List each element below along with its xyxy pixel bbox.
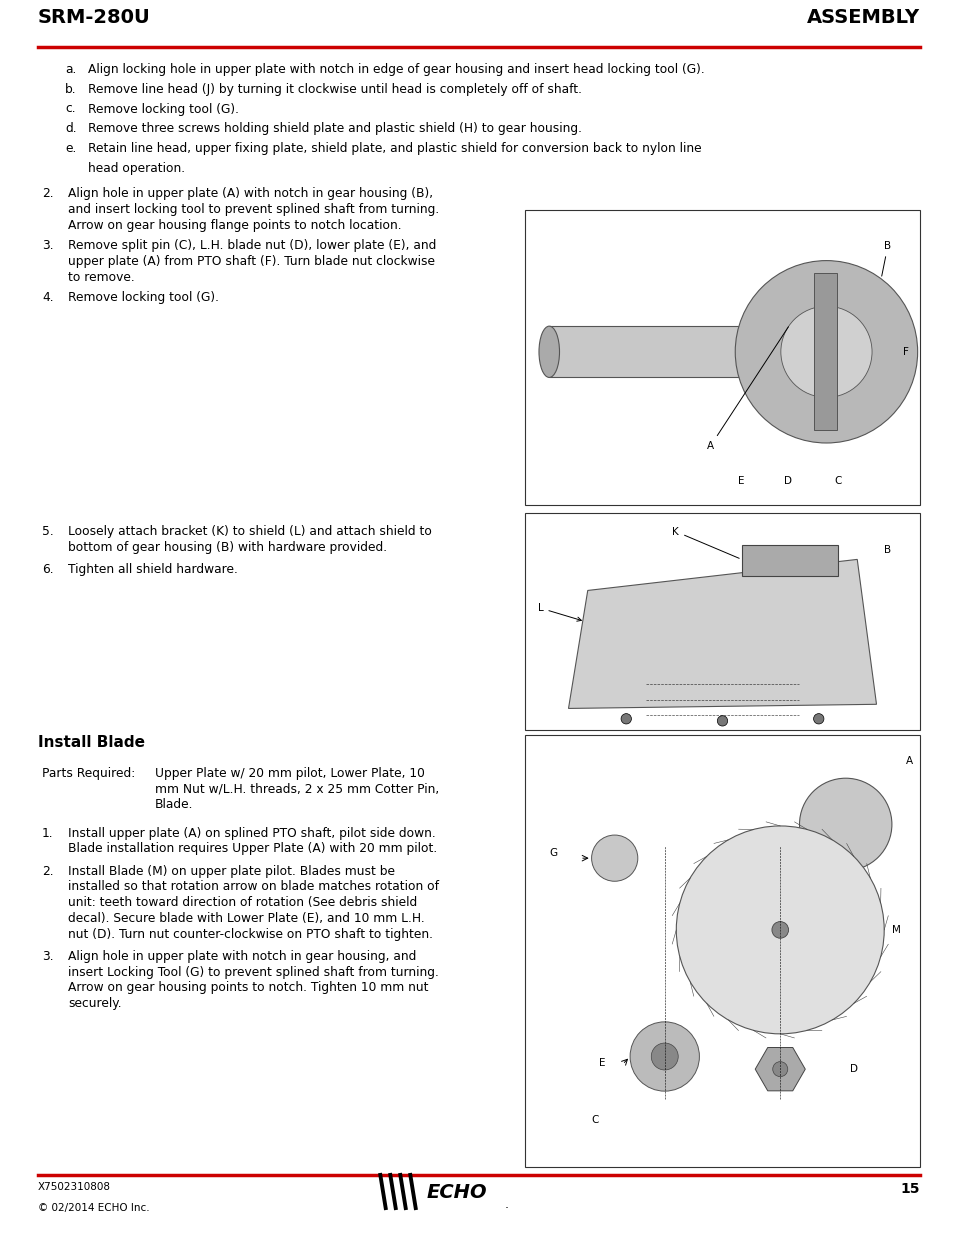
Text: insert Locking Tool (G) to prevent splined shaft from turning.: insert Locking Tool (G) to prevent splin…	[68, 966, 438, 978]
Text: and insert locking tool to prevent splined shaft from turning.: and insert locking tool to prevent splin…	[68, 203, 438, 216]
Bar	[524, 735, 919, 1167]
Text: mm Nut w/L.H. threads, 2 x 25 mm Cotter Pin,: mm Nut w/L.H. threads, 2 x 25 mm Cotter …	[154, 783, 438, 795]
Text: d.: d.	[65, 122, 76, 136]
Text: unit: teeth toward direction of rotation (See debris shield: unit: teeth toward direction of rotation…	[68, 897, 416, 909]
Text: Remove line head (J) by turning it clockwise until head is completely off of sha: Remove line head (J) by turning it clock…	[88, 83, 581, 96]
Text: ECHO: ECHO	[427, 1182, 487, 1202]
Text: X7502310808: X7502310808	[38, 1182, 111, 1192]
Text: E: E	[737, 475, 743, 485]
Text: .: .	[504, 1198, 509, 1212]
Bar	[524, 513, 919, 730]
Text: Remove split pin (C), L.H. blade nut (D), lower plate (E), and: Remove split pin (C), L.H. blade nut (D)…	[68, 240, 436, 252]
Circle shape	[781, 306, 871, 398]
Text: Install Blade (M) on upper plate pilot. Blades must be: Install Blade (M) on upper plate pilot. …	[68, 864, 395, 878]
Text: 3.: 3.	[42, 240, 53, 252]
Text: E: E	[598, 1058, 605, 1068]
Text: © 02/2014 ECHO Inc.: © 02/2014 ECHO Inc.	[38, 1203, 150, 1213]
Bar	[741, 545, 837, 576]
Polygon shape	[755, 1047, 804, 1091]
Text: bottom of gear housing (B) with hardware provided.: bottom of gear housing (B) with hardware…	[68, 541, 387, 553]
Text: Install upper plate (A) on splined PTO shaft, pilot side down.: Install upper plate (A) on splined PTO s…	[68, 826, 436, 840]
Text: Align hole in upper plate (A) with notch in gear housing (B),: Align hole in upper plate (A) with notch…	[68, 186, 433, 200]
Text: Install Blade: Install Blade	[38, 735, 145, 750]
Polygon shape	[568, 559, 876, 709]
Text: B: B	[883, 545, 890, 555]
Text: G: G	[549, 848, 557, 858]
Text: D: D	[783, 475, 791, 485]
Text: head operation.: head operation.	[88, 162, 185, 174]
Text: F: F	[902, 347, 908, 357]
Text: Align hole in upper plate with notch in gear housing, and: Align hole in upper plate with notch in …	[68, 950, 416, 963]
Text: Arrow on gear housing flange points to notch location.: Arrow on gear housing flange points to n…	[68, 219, 401, 232]
Text: Remove three screws holding shield plate and plastic shield (H) to gear housing.: Remove three screws holding shield plate…	[88, 122, 581, 136]
Text: B: B	[881, 241, 890, 277]
Text: installed so that rotation arrow on blade matches rotation of: installed so that rotation arrow on blad…	[68, 881, 438, 893]
Circle shape	[815, 341, 837, 363]
Text: c.: c.	[65, 103, 75, 116]
Text: C: C	[591, 1115, 598, 1125]
Text: ASSEMBLY: ASSEMBLY	[806, 7, 919, 27]
Text: 5.: 5.	[42, 525, 53, 538]
Text: Align locking hole in upper plate with notch in edge of gear housing and insert : Align locking hole in upper plate with n…	[88, 63, 704, 77]
Text: 4.: 4.	[42, 291, 53, 304]
Text: Remove locking tool (G).: Remove locking tool (G).	[68, 291, 219, 304]
Circle shape	[620, 714, 631, 724]
Text: SRM-280U: SRM-280U	[38, 7, 151, 27]
Text: Parts Required:: Parts Required:	[42, 767, 135, 779]
Text: 2.: 2.	[42, 864, 53, 878]
Circle shape	[735, 261, 917, 443]
Text: Upper Plate w/ 20 mm pilot, Lower Plate, 10: Upper Plate w/ 20 mm pilot, Lower Plate,…	[154, 767, 424, 779]
Text: to remove.: to remove.	[68, 270, 134, 284]
Text: Blade installation requires Upper Plate (A) with 20 mm pilot.: Blade installation requires Upper Plate …	[68, 842, 436, 856]
Bar	[549, 326, 818, 378]
Text: Retain line head, upper fixing plate, shield plate, and plastic shield for conve: Retain line head, upper fixing plate, sh…	[88, 142, 700, 156]
Text: a.: a.	[65, 63, 76, 77]
Circle shape	[813, 714, 823, 724]
Bar	[524, 210, 919, 505]
Text: A: A	[706, 327, 787, 451]
Text: A: A	[904, 756, 912, 767]
Text: Tighten all shield hardware.: Tighten all shield hardware.	[68, 563, 237, 576]
Text: Remove locking tool (G).: Remove locking tool (G).	[88, 103, 239, 116]
Text: L: L	[537, 603, 580, 621]
Circle shape	[771, 921, 788, 939]
Text: e.: e.	[65, 142, 76, 156]
Bar	[813, 273, 836, 430]
Circle shape	[676, 826, 883, 1034]
Text: b.: b.	[65, 83, 76, 96]
Text: 2.: 2.	[42, 186, 53, 200]
Ellipse shape	[538, 326, 558, 378]
Text: 1.: 1.	[42, 826, 53, 840]
Text: C: C	[833, 475, 841, 485]
Text: Loosely attach bracket (K) to shield (L) and attach shield to: Loosely attach bracket (K) to shield (L)…	[68, 525, 432, 538]
Circle shape	[717, 716, 727, 726]
Text: nut (D). Turn nut counter-clockwise on PTO shaft to tighten.: nut (D). Turn nut counter-clockwise on P…	[68, 927, 433, 941]
Text: decal). Secure blade with Lower Plate (E), and 10 mm L.H.: decal). Secure blade with Lower Plate (E…	[68, 911, 424, 925]
Text: D: D	[849, 1065, 857, 1074]
Text: K: K	[672, 526, 739, 558]
Text: Blade.: Blade.	[154, 798, 193, 811]
Circle shape	[651, 1044, 678, 1070]
Text: 3.: 3.	[42, 950, 53, 963]
Circle shape	[799, 778, 891, 871]
Circle shape	[591, 835, 638, 882]
Text: Arrow on gear housing points to notch. Tighten 10 mm nut: Arrow on gear housing points to notch. T…	[68, 982, 428, 994]
Circle shape	[629, 1021, 699, 1092]
Text: 15: 15	[900, 1182, 919, 1195]
Text: securely.: securely.	[68, 998, 121, 1010]
Text: 6.: 6.	[42, 563, 53, 576]
Text: M: M	[891, 925, 900, 935]
Circle shape	[772, 1062, 787, 1077]
Text: upper plate (A) from PTO shaft (F). Turn blade nut clockwise: upper plate (A) from PTO shaft (F). Turn…	[68, 254, 435, 268]
